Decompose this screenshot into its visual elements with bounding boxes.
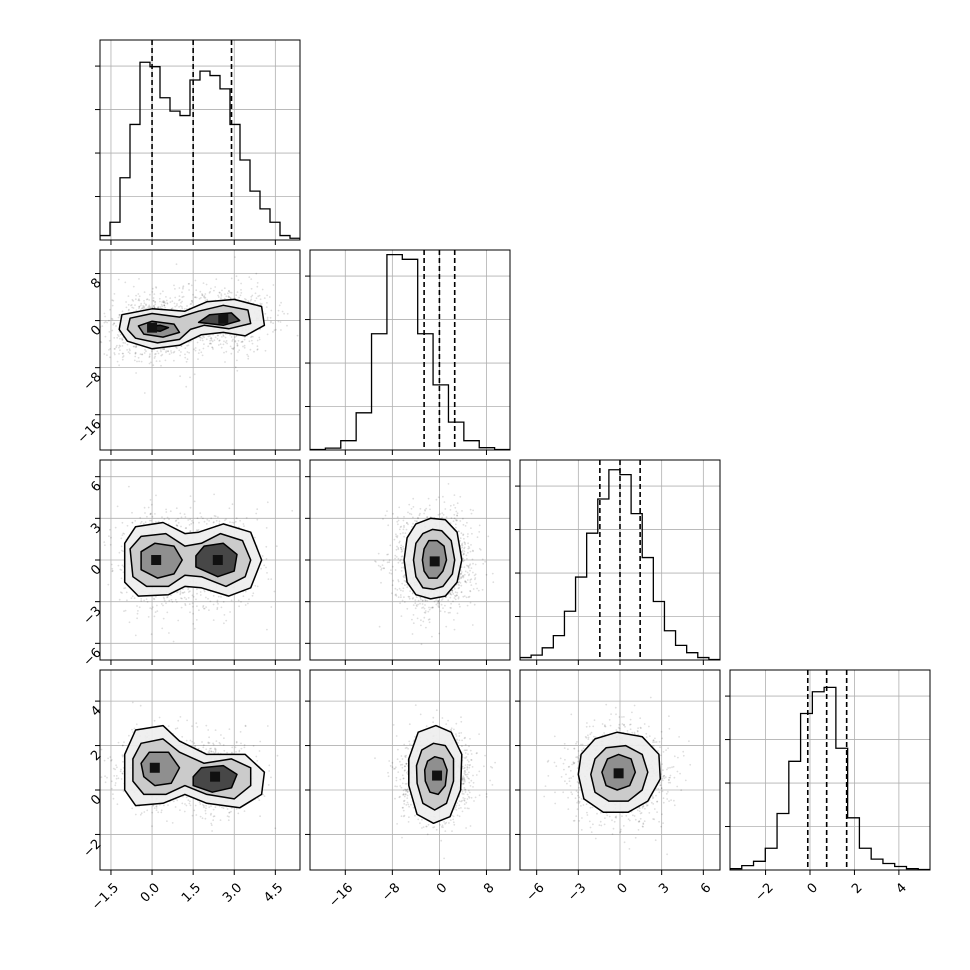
density-core-0 [432, 770, 443, 781]
panel-r1-c0: −16−808 [75, 249, 301, 455]
panel-r0-c0 [95, 39, 301, 245]
panel-r3-c3: −2 0 2 4 [725, 669, 931, 905]
xtick-label-1: −8 [379, 880, 403, 904]
xtick-label-1: 0 [805, 880, 821, 896]
panel-r3-c1: −16 −8 0 8 [305, 669, 511, 910]
xtick-label-3: 3.0 [220, 880, 245, 905]
density-core-0 [149, 762, 160, 773]
panel-r2-c1 [305, 459, 511, 665]
panel-frame [99, 669, 301, 871]
panel-content [100, 256, 299, 394]
ytick-label-3: 8 [88, 276, 104, 292]
panel-frame [729, 669, 931, 871]
panel-content [100, 701, 279, 832]
panel-r2-c0: −6 −3 0 3 6 [81, 459, 301, 670]
xtick-label-0: −6 [524, 880, 548, 904]
panel-frame [99, 39, 301, 241]
histogram-0 [100, 61, 300, 240]
xtick-label-1: −3 [565, 880, 589, 904]
panel-r2-c2 [515, 459, 721, 665]
ytick-label-3: 4 [88, 703, 104, 719]
density-core-1 [212, 555, 223, 565]
xtick-label-0: −16 [326, 880, 356, 910]
panel-content [374, 704, 496, 860]
xtick-label-2: 0 [434, 880, 450, 896]
ytick-label-0: −2 [81, 837, 105, 861]
density-core-0 [147, 322, 158, 333]
xtick-label-2: 2 [849, 880, 865, 896]
ytick-label-0: −6 [81, 645, 105, 669]
ytick-label-1: 0 [88, 792, 104, 808]
ytick-label-4: 6 [88, 479, 104, 495]
xtick-label-4: 6 [698, 880, 714, 896]
xtick-label-4: 4.5 [261, 880, 286, 905]
density-core-0 [429, 556, 440, 567]
xtick-label-0: −2 [752, 880, 776, 904]
ytick-label-3: 3 [88, 520, 104, 536]
ytick-label-2: 0 [88, 562, 104, 578]
density-core-1 [218, 313, 229, 324]
panel-frame [519, 669, 721, 871]
density-core-1 [210, 771, 221, 782]
xtick-label-2: 0 [615, 880, 631, 896]
ytick-label-1: −3 [81, 604, 105, 628]
panel-content [543, 696, 692, 856]
panel-frame [309, 669, 511, 871]
contour-2 [140, 542, 183, 579]
histogram-1 [310, 254, 510, 450]
panel-r1-c1 [305, 249, 511, 455]
ytick-label-1: −8 [81, 370, 105, 394]
panel-frame [99, 249, 301, 451]
contour-2 [140, 751, 181, 787]
panel-frame [309, 249, 511, 451]
panel-r3-c2: −6 −3 0 3 6 [515, 669, 721, 905]
xtick-label-3: 4 [893, 880, 909, 896]
xtick-label-2: 1.5 [179, 880, 204, 905]
density-core-0 [613, 768, 624, 779]
xtick-label-3: 8 [481, 880, 497, 896]
ytick-label-2: 0 [88, 323, 104, 339]
panel-frame [309, 459, 511, 661]
ytick-label-2: 2 [88, 748, 104, 764]
panel-content [103, 485, 294, 643]
xtick-label-3: 3 [656, 880, 672, 896]
panel-r3-c0: −2 0 2 4 −1.5 0.0 1.5 3.0 4.5 [81, 669, 301, 913]
xtick-label-0: −1.5 [89, 880, 122, 913]
xtick-label-1: 0.0 [138, 880, 163, 905]
density-core-0 [151, 555, 162, 565]
histogram-3 [730, 686, 930, 870]
panel-content [374, 483, 495, 646]
panel-frame [519, 459, 721, 661]
panel-frame [99, 459, 301, 661]
